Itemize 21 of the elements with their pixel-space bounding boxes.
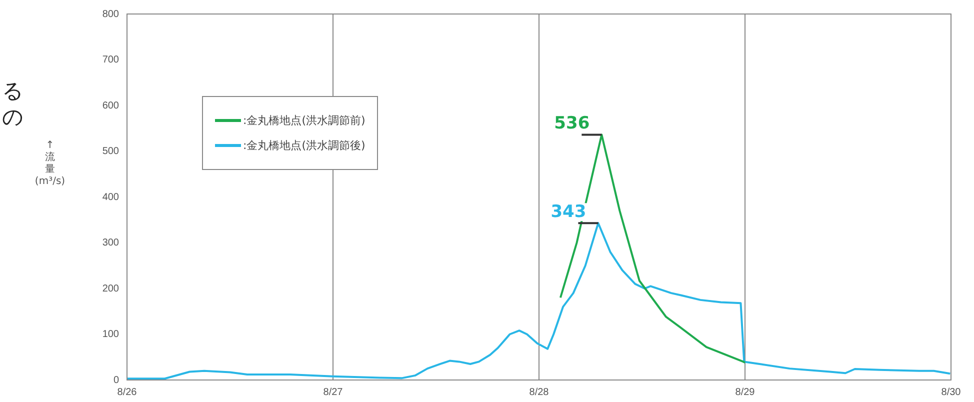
y-tick-label: 800 [102, 8, 120, 20]
y-axis-title: ↑流量(m³/s) [34, 140, 66, 188]
text: の [2, 104, 24, 130]
legend-label: :金丸橋地点(洪水調節後) [243, 138, 366, 153]
x-tick-label: 8/28 [529, 386, 550, 398]
y-tick-label: 600 [102, 100, 120, 112]
x-tick-label: 8/30 [941, 386, 962, 398]
y-tick-label: 300 [102, 238, 120, 248]
annotation: 343 [550, 202, 586, 222]
y-tick-label: 400 [102, 192, 120, 203]
y-tick-label: 700 [102, 54, 120, 66]
x-tick-label: 8/27 [323, 386, 344, 398]
y-tick-label: 100 [102, 329, 120, 340]
y-tick-label: 200 [102, 283, 120, 294]
x-tick-label: 8/29 [735, 386, 756, 398]
legend-label: :金丸橋地点(洪水調節前) [243, 113, 366, 128]
x-tick-label: 8/26 [117, 386, 138, 398]
y-tick-label: 0 [113, 374, 120, 386]
annotation: 536 [554, 114, 590, 134]
text: る [2, 78, 24, 104]
y-tick-label: 500 [102, 146, 120, 157]
